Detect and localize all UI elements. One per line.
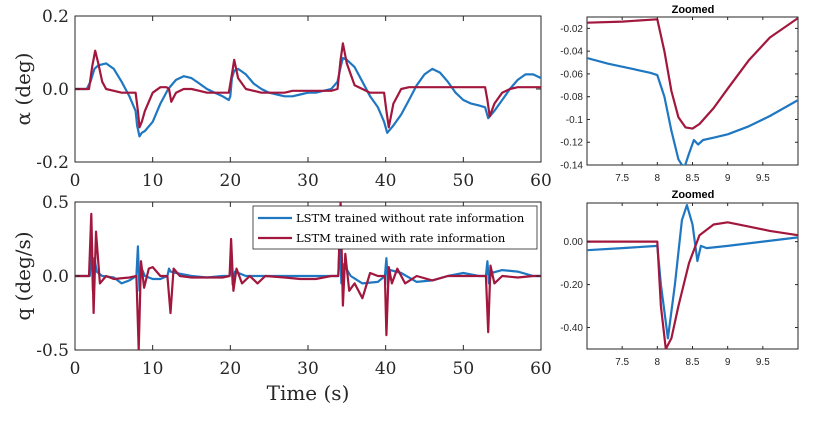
q-main-xtick-label: 0 [70, 359, 81, 379]
q-zoom-xtick-label: 7.5 [615, 357, 629, 368]
alpha-zoom-frame [586, 16, 799, 166]
q-zoom-ytick-label: -0.20 [560, 280, 583, 291]
q-main-xtick-label: 40 [375, 359, 397, 379]
alpha-main-series [75, 42, 541, 138]
q-main-line-without-rate [75, 237, 541, 292]
legend-box [252, 205, 538, 250]
alpha-zoom-line-without-rate [587, 56, 798, 165]
alpha-zoom-xtick-label: 7.5 [615, 173, 629, 184]
alpha-main-line-with-rate [75, 42, 541, 129]
q-zoom-ticks: 7.5 8 8.5 9 9.5 -0.40 -0.20 0.00 [560, 203, 798, 368]
alpha-main-xtick-label: 30 [297, 171, 319, 191]
alpha-main-ticks: 0 10 20 30 40 50 60 -0.2 0.0 0.2 [36, 7, 552, 191]
q-main-line-with-rate [75, 202, 541, 350]
q-zoom-xtick-label: 8.5 [686, 357, 700, 368]
q-main-xtick-label: 10 [142, 359, 164, 379]
alpha-zoom-panel: Zoomed 7.5 8 8.5 9 9.5 -0.14 -0.12 -0.1 -0.08 -0.… [560, 4, 799, 184]
q-zoom-xtick-label: 8 [655, 357, 661, 368]
alpha-main-ytick-label: -0.2 [36, 153, 69, 173]
q-main-ytick-label: 0.5 [42, 193, 69, 213]
q-main-xtick-label: 50 [453, 359, 475, 379]
alpha-zoom-ticks: 7.5 8 8.5 9 9.5 -0.14 -0.12 -0.1 -0.08 -0.06 -0.04… [560, 17, 798, 184]
q-main-xtick-label: 30 [297, 359, 319, 379]
q-main-panel: 0 10 20 30 40 50 60 -0.5 0.0 0.5 q (deg/s) Time (… [11, 193, 552, 405]
alpha-main-xtick-label: 40 [375, 171, 397, 191]
alpha-zoom-ytick-label: -0.08 [560, 92, 583, 103]
alpha-zoom-ytick-label: -0.04 [560, 47, 583, 58]
alpha-zoom-ytick-label: -0.12 [560, 138, 583, 149]
alpha-zoom-ytick-label: -0.14 [560, 161, 583, 172]
alpha-main-xtick-label: 20 [220, 171, 242, 191]
q-zoom-ytick-label: 0.00 [564, 237, 584, 248]
q-zoom-title: Zoomed [672, 189, 715, 201]
alpha-zoom-title: Zoomed [672, 4, 715, 16]
q-zoom-series [587, 204, 798, 349]
alpha-zoom-line-with-rate [587, 17, 798, 130]
q-ylabel: q (deg/s) [11, 231, 35, 320]
alpha-main-xtick-label: 10 [142, 171, 164, 191]
alpha-zoom-xtick-label: 9.5 [756, 173, 770, 184]
alpha-zoom-xtick-label: 8 [655, 173, 661, 184]
q-main-ytick-label: 0.0 [42, 267, 69, 287]
alpha-main-panel: 0 10 20 30 40 50 60 -0.2 0.0 0.2 α (deg) [11, 7, 552, 191]
alpha-main-frame [74, 15, 542, 163]
alpha-zoom-xtick-label: 8.5 [686, 173, 700, 184]
q-zoom-line-with-rate [587, 221, 798, 349]
alpha-main-ytick-label: 0.0 [42, 80, 69, 100]
q-main-ytick-label: -0.5 [36, 341, 69, 361]
legend-label-without-rate: LSTM trained without rate information [296, 211, 525, 225]
alpha-zoom-ytick-label: -0.02 [560, 24, 583, 35]
q-zoom-xtick-label: 9 [725, 357, 731, 368]
alpha-zoom-ytick-label: -0.1 [566, 115, 584, 126]
q-main-xtick-label: 60 [530, 359, 552, 379]
alpha-main-ytick-label: 0.2 [42, 7, 69, 27]
q-zoom-xtick-label: 9.5 [756, 357, 770, 368]
legend: LSTM trained without rate information LS… [252, 205, 538, 250]
alpha-ylabel: α (deg) [11, 53, 35, 126]
alpha-main-xtick-label: 0 [70, 171, 81, 191]
alpha-main-xtick-label: 60 [530, 171, 552, 191]
q-main-xtick-label: 20 [220, 359, 242, 379]
alpha-zoom-series [587, 17, 798, 165]
alpha-zoom-ytick-label: -0.06 [560, 69, 583, 80]
q-zoom-ytick-label: -0.40 [560, 323, 583, 334]
legend-label-with-rate: LSTM trained with rate information [296, 231, 506, 245]
time-xlabel: Time (s) [267, 381, 350, 405]
q-zoom-panel: Zoomed 7.5 8 8.5 9 9.5 -0.40 -0.20 0.00 [560, 189, 799, 368]
alpha-zoom-xtick-label: 9 [725, 173, 731, 184]
alpha-main-line-without-rate [75, 56, 541, 138]
q-main-ticks: 0 10 20 30 40 50 60 -0.5 0.0 0.5 [36, 193, 552, 379]
q-main-series [75, 202, 541, 350]
alpha-main-xtick-label: 50 [453, 171, 475, 191]
